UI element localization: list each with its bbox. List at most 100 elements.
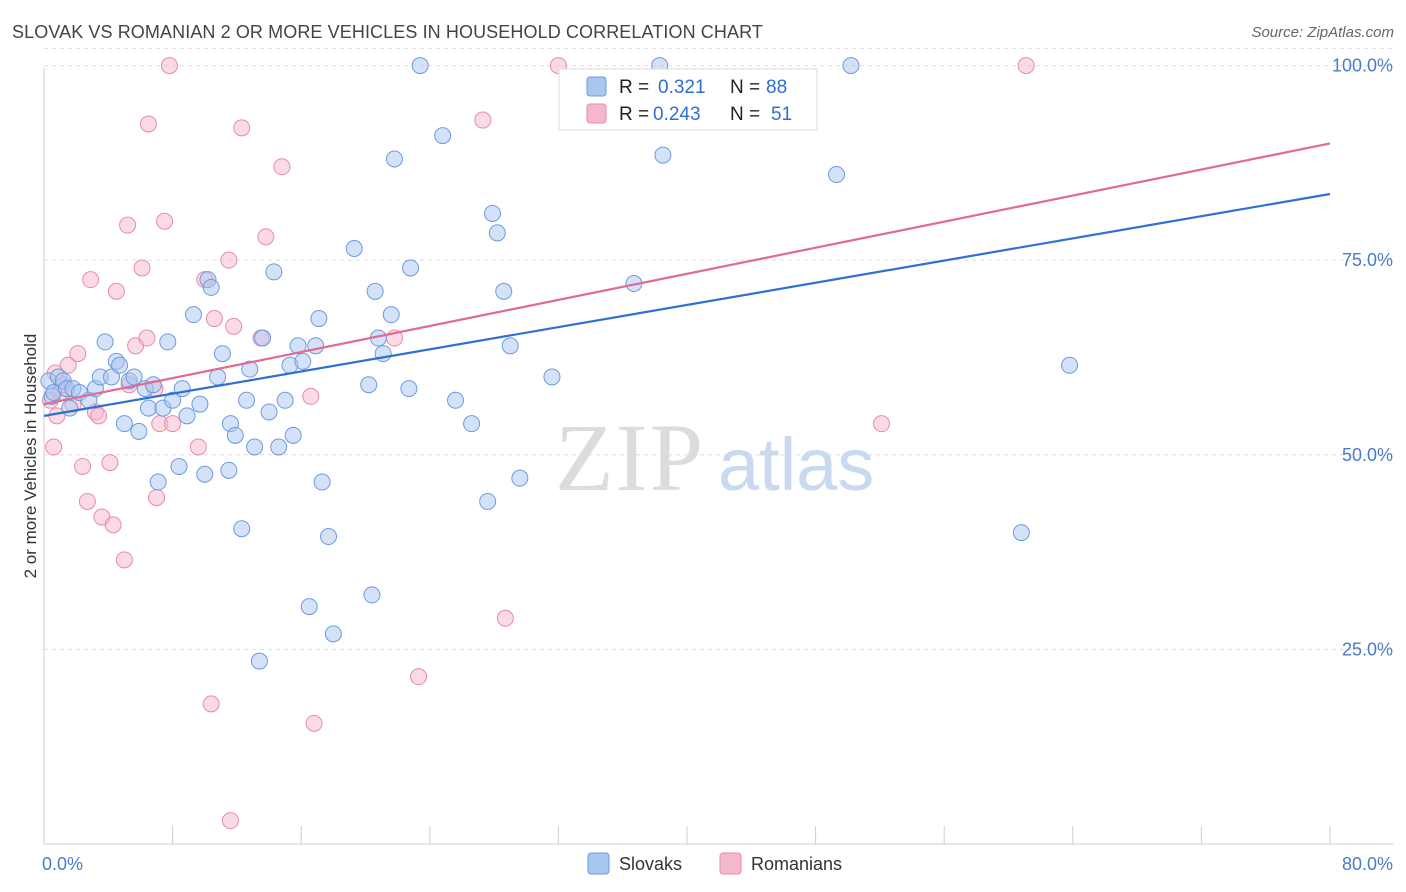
romanian-point bbox=[410, 668, 428, 686]
legend-n-label-2: N = bbox=[730, 104, 760, 125]
slovak-point bbox=[463, 415, 481, 433]
romanian-point bbox=[104, 516, 122, 534]
slovak-point bbox=[111, 356, 129, 374]
slovak-point bbox=[265, 263, 283, 281]
slovak-point bbox=[226, 426, 244, 444]
slovak-point bbox=[149, 473, 167, 491]
slovak-point bbox=[196, 465, 214, 483]
y-tick-label: 100.0% bbox=[1332, 56, 1393, 76]
slovak-point bbox=[191, 395, 209, 413]
legend-r-label-1: R = bbox=[619, 77, 649, 98]
slovak-point bbox=[1012, 524, 1030, 542]
romanian-point bbox=[115, 551, 133, 569]
romanian-point bbox=[302, 387, 320, 405]
slovak-point bbox=[307, 337, 325, 355]
romanian-point bbox=[205, 310, 223, 328]
slovak-point bbox=[233, 520, 251, 538]
slovak-point bbox=[184, 306, 202, 324]
romanian-point bbox=[119, 216, 137, 234]
slovak-point bbox=[241, 360, 259, 378]
romanian-point bbox=[45, 438, 63, 456]
slovak-point bbox=[164, 391, 182, 409]
y-tick-label: 25.0% bbox=[1342, 639, 1393, 659]
slovak-point bbox=[61, 399, 79, 417]
romanian-point bbox=[139, 115, 157, 133]
slovak-point bbox=[96, 333, 114, 351]
slovak-point bbox=[511, 469, 529, 487]
romanian-point bbox=[78, 492, 96, 510]
slovak-point bbox=[501, 337, 519, 355]
slovak-point bbox=[270, 438, 288, 456]
slovak-point bbox=[434, 127, 452, 145]
slovak-point bbox=[827, 166, 845, 184]
legend-n-value-1: 88 bbox=[766, 77, 787, 98]
watermark-atlas: atlas bbox=[718, 423, 874, 506]
legend-r-value-1: 0.321 bbox=[658, 77, 706, 98]
slovak-point bbox=[130, 422, 148, 440]
romanian-trend-line bbox=[43, 142, 1331, 406]
slovak-point bbox=[139, 399, 157, 417]
bottom-legend-swatch-slovaks bbox=[587, 852, 610, 875]
slovak-point bbox=[246, 438, 264, 456]
romanian-point bbox=[233, 119, 251, 137]
slovak-point bbox=[300, 598, 318, 616]
slovak-point bbox=[654, 146, 672, 164]
legend-r-label-2: R = bbox=[619, 104, 649, 125]
slovak-point bbox=[209, 368, 227, 386]
slovak-point bbox=[284, 426, 302, 444]
slovak-point bbox=[495, 282, 513, 300]
slovak-point bbox=[324, 625, 342, 643]
romanian-point bbox=[257, 228, 275, 246]
slovak-point bbox=[842, 57, 860, 75]
tick-labels: 25.0% 50.0% 75.0% 100.0% 0.0% 80.0% bbox=[42, 56, 1393, 874]
romanian-point bbox=[160, 57, 178, 75]
slovak-point bbox=[543, 368, 561, 386]
slovak-point bbox=[400, 380, 418, 398]
romanian-point bbox=[221, 812, 239, 830]
romanian-point bbox=[74, 457, 92, 475]
romanian-point bbox=[474, 111, 492, 129]
romanian-point bbox=[133, 259, 151, 277]
romanian-point bbox=[148, 489, 166, 507]
slovak-point bbox=[202, 278, 220, 296]
legend-swatch-slovaks bbox=[586, 76, 607, 97]
source-label: Source: ZipAtlas.com bbox=[1251, 24, 1394, 41]
slovak-point bbox=[447, 391, 465, 409]
bottom-legend-swatch-romanians bbox=[719, 852, 742, 875]
slovak-point bbox=[260, 403, 278, 421]
romanian-point bbox=[1017, 57, 1035, 75]
romanian-point bbox=[164, 415, 182, 433]
slovak-point bbox=[220, 461, 238, 479]
slovak-point bbox=[363, 586, 381, 604]
romanian-point bbox=[107, 282, 125, 300]
series-romanians bbox=[41, 57, 1035, 830]
slovak-point bbox=[213, 345, 231, 363]
romanian-point bbox=[189, 438, 207, 456]
slovak-point bbox=[238, 391, 256, 409]
slovak-point bbox=[313, 473, 331, 491]
slovak-point bbox=[254, 329, 272, 347]
romanian-point bbox=[90, 407, 108, 425]
slovak-point bbox=[488, 224, 506, 242]
x-tick-label: 80.0% bbox=[1342, 854, 1393, 874]
slovak-point bbox=[294, 352, 312, 370]
chart-title: SLOVAK VS ROMANIAN 2 OR MORE VEHICLES IN… bbox=[12, 22, 763, 42]
legend-n-value-2: 51 bbox=[771, 104, 792, 125]
x-tick-label: 0.0% bbox=[42, 854, 83, 874]
legend-n-label-1: N = bbox=[730, 77, 760, 98]
slovak-point bbox=[479, 492, 497, 510]
romanian-point bbox=[59, 356, 77, 374]
bottom-legend-slovaks: Slovaks bbox=[619, 854, 682, 874]
romanian-point bbox=[69, 345, 87, 363]
slovak-point bbox=[411, 57, 429, 75]
slovak-point bbox=[385, 150, 403, 168]
slovak-point bbox=[170, 457, 188, 475]
gridlines bbox=[44, 48, 1394, 650]
romanian-point bbox=[305, 714, 323, 732]
watermark: ZIP atlas bbox=[555, 404, 874, 511]
romanian-point bbox=[496, 609, 514, 627]
y-tick-label: 50.0% bbox=[1342, 445, 1393, 465]
slovak-trend-line bbox=[43, 192, 1331, 417]
slovak-point bbox=[402, 259, 420, 277]
bottom-legend: Slovaks Romanians bbox=[587, 852, 842, 875]
